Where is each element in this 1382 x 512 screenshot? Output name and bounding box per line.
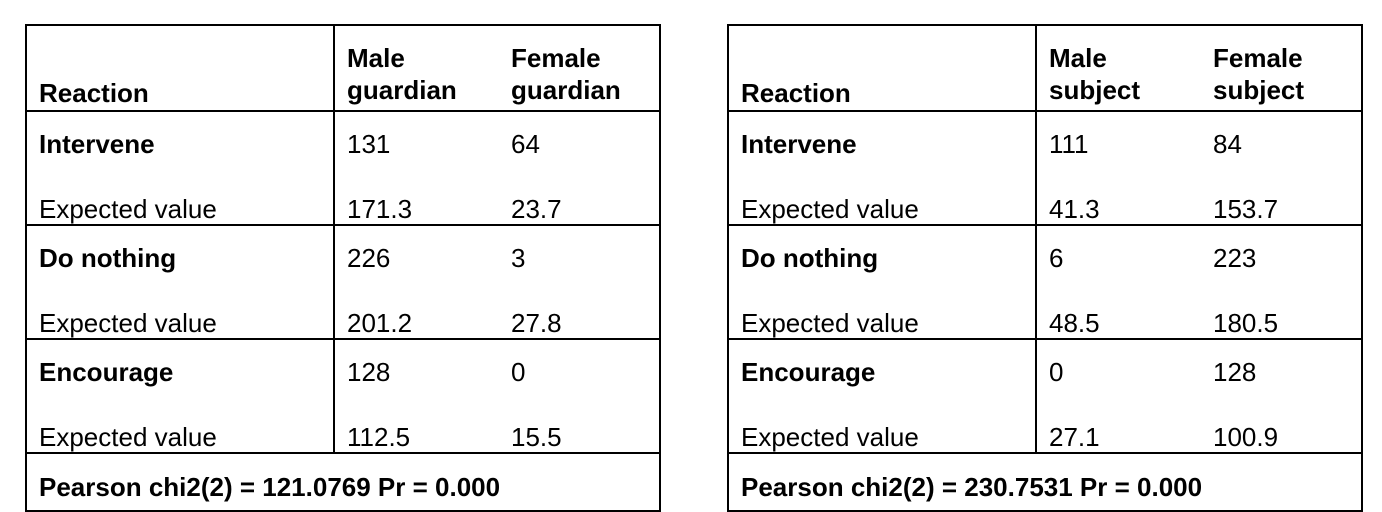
- cell-value: 131: [347, 129, 391, 159]
- cell-value: 128: [347, 357, 391, 387]
- row-label: Expected value: [728, 284, 1037, 340]
- row-label: Do nothing: [728, 225, 1037, 284]
- pearson-chi2-result: Pearson chi2(2) = 230.7531 Pr = 0.000: [741, 472, 1203, 502]
- cell-value: 100.9: [1201, 398, 1362, 454]
- row-label: Expected value: [26, 170, 335, 226]
- table-row: Expected value 48.5 180.5: [728, 284, 1362, 340]
- row-label: Intervene: [728, 111, 1037, 170]
- cell-value: 111: [1049, 129, 1089, 159]
- cell-value: 41.3: [1036, 170, 1201, 226]
- cell-value: 15.5: [499, 398, 660, 454]
- table-row: Do nothing 226 3: [26, 225, 660, 284]
- header-male-guardian: Male guardian: [334, 25, 499, 112]
- row-label: Expected value: [728, 170, 1037, 226]
- header-row: Reaction Male guardian Female guardian: [26, 25, 660, 112]
- table-row: Expected value 171.3 23.7: [26, 170, 660, 226]
- cell-value: 64: [511, 129, 540, 159]
- table-row: Encourage 0 128: [728, 339, 1362, 398]
- cell-value: 153.7: [1201, 170, 1362, 226]
- cell-value: 0: [511, 357, 526, 387]
- cell-value: 180.5: [1201, 284, 1362, 340]
- row-label: Expected value: [26, 398, 335, 454]
- table-row: Intervene 111 84: [728, 111, 1362, 170]
- row-label: Do nothing: [26, 225, 335, 284]
- guardian-gender-table: Reaction Male guardian Female guardian Int…: [25, 24, 661, 512]
- footer-row: Pearson chi2(2) = 230.7531 Pr = 0.000: [728, 453, 1362, 511]
- cell-value: 27.1: [1036, 398, 1201, 454]
- cell-value: 6: [1049, 243, 1064, 273]
- table-row: Encourage 128 0: [26, 339, 660, 398]
- table-row: Expected value 27.1 100.9: [728, 398, 1362, 454]
- row-label: Encourage: [26, 339, 335, 398]
- table-row: Expected value 112.5 15.5: [26, 398, 660, 454]
- cell-value: 128: [1213, 357, 1257, 387]
- header-row: Reaction Male subject Female subject: [728, 25, 1362, 112]
- header-female-guardian: Female guardian: [499, 25, 660, 112]
- pearson-chi2-result: Pearson chi2(2) = 121.0769 Pr = 0.000: [39, 472, 501, 502]
- header-male-subject: Male subject: [1036, 25, 1201, 112]
- cell-value: 223: [1213, 243, 1257, 273]
- cell-value: 23.7: [499, 170, 660, 226]
- cell-value: 0: [1049, 357, 1064, 387]
- row-label: Expected value: [728, 398, 1037, 454]
- footer-row: Pearson chi2(2) = 121.0769 Pr = 0.000: [26, 453, 660, 511]
- row-label: Expected value: [26, 284, 335, 340]
- cell-value: 171.3: [334, 170, 499, 226]
- row-label: Encourage: [728, 339, 1037, 398]
- subject-gender-table: Reaction Male subject Female subject Inter…: [727, 24, 1363, 512]
- cell-value: 201.2: [334, 284, 499, 340]
- table-row: Do nothing 6 223: [728, 225, 1362, 284]
- cell-value: 226: [347, 243, 391, 273]
- header-reaction: Reaction: [728, 25, 1037, 112]
- table-row: Expected value 201.2 27.8: [26, 284, 660, 340]
- header-female-subject: Female subject: [1201, 25, 1362, 112]
- cell-value: 112.5: [334, 398, 499, 454]
- row-label: Intervene: [26, 111, 335, 170]
- cell-value: 48.5: [1036, 284, 1201, 340]
- cell-value: 3: [511, 243, 526, 273]
- table-row: Expected value 41.3 153.7: [728, 170, 1362, 226]
- cell-value: 27.8: [499, 284, 660, 340]
- header-reaction: Reaction: [26, 25, 335, 112]
- table-row: Intervene 131 64: [26, 111, 660, 170]
- cell-value: 84: [1213, 129, 1242, 159]
